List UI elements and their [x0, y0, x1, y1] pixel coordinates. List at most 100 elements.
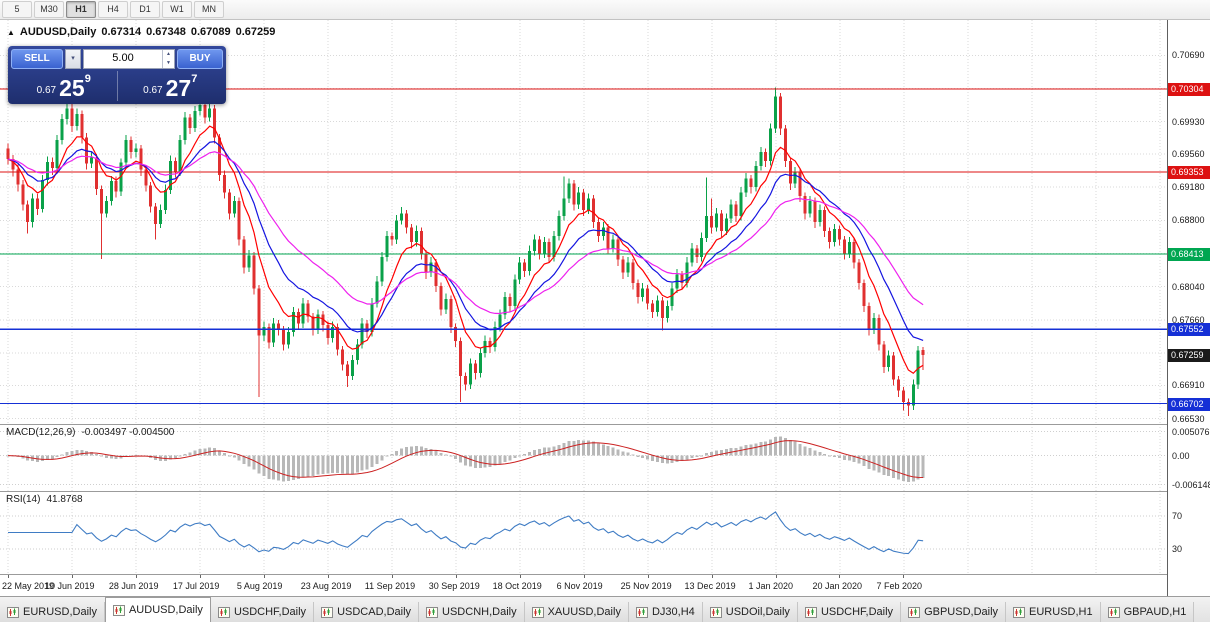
price-scale-label: 0.67660: [1172, 314, 1205, 325]
ohlc-high: 0.67348: [146, 26, 186, 38]
chart-tab-label: USDCAD,Daily: [337, 606, 412, 618]
macd-values: -0.003497 -0.004500: [81, 427, 175, 438]
sell-price-prefix: 0.67: [36, 85, 57, 96]
chart-tab-usdcnh-daily-4[interactable]: USDCNH,Daily: [419, 602, 525, 622]
volume-increase-icon[interactable]: ▲: [166, 51, 171, 57]
time-axis-label: 10 Jun 2019: [44, 581, 95, 591]
chart-tab-icon: [635, 606, 648, 618]
chart-tab-label: GBPUSD,Daily: [924, 606, 999, 618]
level-price-tag: 0.69353: [1168, 166, 1210, 180]
chart-tab-label: USDCHF,Daily: [233, 606, 307, 618]
buy-price-big-digits: 27: [165, 75, 192, 101]
time-axis-tick: [711, 575, 713, 578]
one-click-trading-panel: SELL ▾ 5.00 ▲ ▼ BUY 0.67 25 9: [8, 46, 226, 104]
time-axis-label: 17 Jul 2019: [172, 581, 220, 591]
chart-tab-usdcad-daily-3[interactable]: USDCAD,Daily: [314, 602, 420, 622]
price-scale-label: 0.68040: [1172, 281, 1205, 292]
chart-tab-usdchf-daily-8[interactable]: USDCHF,Daily: [797, 602, 902, 622]
chart-tab-usdchf-daily-2[interactable]: USDCHF,Daily: [210, 602, 315, 622]
chart-tab-label: AUDUSD,Daily: [128, 604, 203, 616]
macd-indicator-canvas[interactable]: [0, 424, 1167, 491]
time-axis-tick: [8, 575, 9, 578]
buy-button[interactable]: BUY: [177, 49, 223, 69]
time-axis-tick: [583, 575, 585, 578]
time-axis[interactable]: 22 May 2019 10 Jun 2019 28 Jun 2019 17 Jul …: [0, 575, 1167, 596]
chart-tab-gbpusd-daily-9[interactable]: GBPUSD,Daily: [901, 602, 1007, 622]
time-axis-label: 6 Nov 2019: [556, 581, 603, 591]
sell-price-big-digits: 25: [59, 75, 85, 101]
time-axis-label: 5 Aug 2019: [236, 581, 283, 591]
buy-price-button[interactable]: 0.67 27 7: [118, 71, 224, 101]
time-axis-tick: [391, 575, 393, 578]
timeframe-button-5[interactable]: 5: [2, 1, 32, 18]
timeframe-button-H1[interactable]: H1: [66, 1, 96, 18]
time-axis-label: 13 Dec 2019: [684, 581, 736, 591]
price-scale-label: 0.69560: [1172, 148, 1205, 159]
chart-tab-eurusd-daily-0[interactable]: EURUSD,Daily: [0, 602, 105, 622]
chart-tab-icon: [217, 606, 230, 618]
chart-tab-usdoil-daily-7[interactable]: USDOil,Daily: [702, 602, 798, 622]
chart-tab-label: EURUSD,Daily: [23, 606, 97, 618]
timeframe-button-H4[interactable]: H4: [98, 1, 128, 18]
timeframe-button-W1[interactable]: W1: [162, 1, 192, 18]
price-scale-label: 0.69180: [1172, 182, 1205, 193]
time-axis-tick: [135, 575, 137, 578]
macd-scale-label: -0.006148: [1172, 479, 1210, 490]
chart-tab-icon: [1013, 606, 1026, 618]
timeframe-button-MN[interactable]: MN: [194, 1, 224, 18]
time-axis-tick: [519, 575, 521, 578]
sell-button[interactable]: SELL: [11, 49, 63, 69]
volume-input[interactable]: 5.00: [112, 52, 134, 64]
chart-tab-icon: [1107, 606, 1120, 618]
chart-tab-gbpaud-h1-11[interactable]: GBPAUD,H1: [1100, 602, 1195, 622]
candles-layer: [6, 87, 925, 416]
volume-dropdown-button[interactable]: ▾: [65, 49, 81, 69]
chart-tab-label: USDCNH,Daily: [442, 606, 517, 618]
time-axis-label: 1 Jan 2020: [748, 581, 794, 591]
level-price-tag: 0.70304: [1168, 82, 1210, 96]
volume-decrease-icon[interactable]: ▼: [166, 60, 171, 66]
time-axis-tick: [263, 575, 265, 578]
time-axis-tick: [647, 575, 649, 578]
chart-tab-label: USDCHF,Daily: [820, 606, 894, 618]
chart-tab-label: GBPAUD,H1: [1123, 606, 1187, 618]
macd-panel-separator[interactable]: [0, 424, 1210, 425]
time-axis-separator: [0, 574, 1210, 575]
rsi-indicator-canvas[interactable]: [0, 491, 1167, 574]
time-axis-tick: [775, 575, 777, 578]
timeframe-button-D1[interactable]: D1: [130, 1, 160, 18]
time-axis-label: 22 May 2019: [2, 581, 55, 591]
current-price-tag: 0.67259: [1168, 348, 1210, 362]
timeframe-toolbar: 5 M30 H1 H4 D1 W1 MN: [0, 0, 1210, 20]
rsi-panel-separator[interactable]: [0, 491, 1210, 492]
timeframe-button-M30[interactable]: M30: [34, 1, 64, 18]
price-axis[interactable]: 0.70690 0.69930 0.69560 0.69180 0.68800 0.680…: [1167, 20, 1210, 596]
chart-tab-audusd-daily-1[interactable]: AUDUSD,Daily: [104, 597, 211, 622]
chart-tab-label: EURUSD,H1: [1029, 606, 1093, 618]
chart-ohlc-header: ▲ AUDUSD,Daily 0.67314 0.67348 0.67089 0.6725…: [7, 26, 280, 38]
ohlc-open: 0.67314: [101, 26, 142, 38]
ohlc-low: 0.67089: [190, 26, 231, 38]
time-axis-label: 28 Jun 2019: [108, 581, 159, 591]
chart-tab-icon: [709, 606, 722, 618]
time-axis-label: 30 Sep 2019: [428, 581, 480, 591]
sell-price-button[interactable]: 0.67 25 9: [11, 71, 118, 101]
chart-tab-eurusd-h1-10[interactable]: EURUSD,H1: [1006, 602, 1101, 622]
chart-tab-icon: [804, 606, 817, 618]
chart-tab-dj30-h4-6[interactable]: DJ30,H4: [628, 602, 703, 622]
level-price-tag: 0.66702: [1168, 397, 1210, 411]
price-chart-canvas[interactable]: [0, 20, 1167, 424]
time-axis-tick: [199, 575, 201, 578]
rsi-indicator-label: RSI(14) 41.8768: [6, 494, 89, 505]
volume-spinner[interactable]: ▲ ▼: [162, 50, 174, 68]
chart-tab-icon: [321, 606, 334, 618]
time-axis-tick: [903, 575, 905, 578]
macd-indicator-label: MACD(12,26,9) -0.003497 -0.004500: [6, 427, 180, 438]
time-axis-label: 7 Feb 2020: [876, 581, 922, 591]
chart-tab-label: DJ30,H4: [651, 606, 695, 618]
symbol-marker-icon: ▲: [7, 28, 15, 37]
volume-field[interactable]: 5.00 ▲ ▼: [83, 49, 175, 69]
chart-tab-icon: [112, 604, 125, 616]
chart-tab-xauusd-daily-5[interactable]: XAUUSD,Daily: [524, 602, 629, 622]
